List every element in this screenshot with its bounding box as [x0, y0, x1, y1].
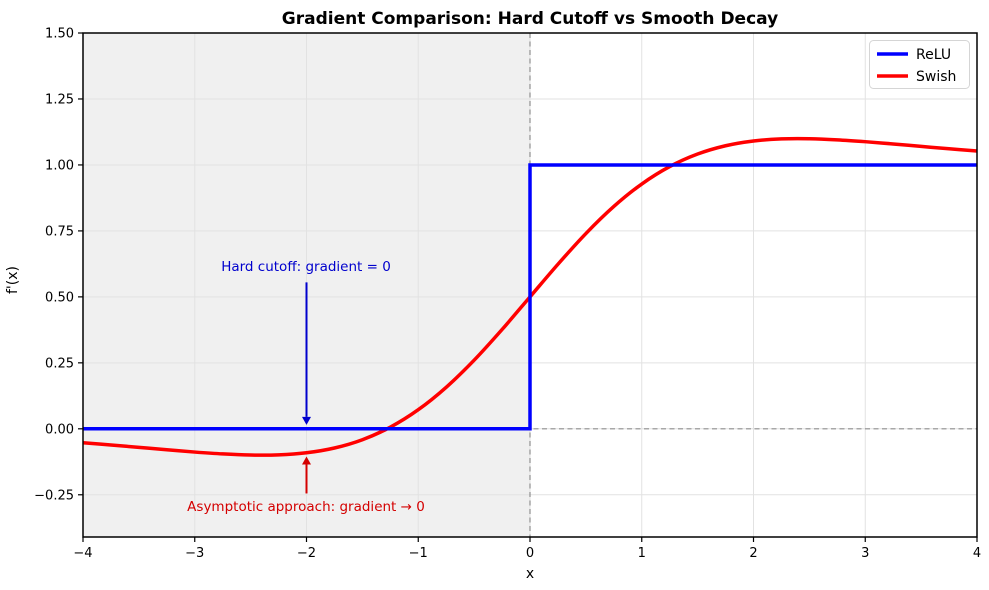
annotation-asymptotic-approach: Asymptotic approach: gradient → 0	[187, 499, 425, 515]
y-tick-label: 0.00	[45, 422, 74, 437]
x-tick-label: 0	[526, 546, 534, 561]
plot-area: −4 −3 −2 −1 0 1 2 3 4 −0.25 0.00 0.25 0.50 0.75 1.00 1.…	[34, 27, 981, 562]
legend-label-relu: ReLU	[916, 47, 951, 63]
annotation-layer	[302, 282, 311, 494]
relu-curve	[83, 163, 977, 431]
x-tick-label: 1	[638, 546, 646, 561]
x-tick-label: 2	[749, 546, 757, 561]
x-tick-label: −3	[185, 546, 204, 561]
y-tick-label: 1.25	[45, 92, 74, 107]
y-tick-label: 1.00	[45, 158, 74, 173]
x-tick-label: −4	[73, 546, 92, 561]
y-tick-label: 0.50	[45, 290, 74, 305]
x-tick-label: 3	[861, 546, 869, 561]
y-tick-label: 0.25	[45, 356, 74, 371]
x-tick-label: −2	[297, 546, 316, 561]
y-tick-label: 1.50	[45, 27, 74, 42]
y-tick-label: 0.75	[45, 224, 74, 239]
y-axis-label: f'(x)	[5, 266, 21, 294]
annotation-arrow-head	[302, 416, 311, 425]
legend: ReLU Swish	[869, 40, 970, 89]
legend-label-swish: Swish	[916, 69, 956, 85]
x-tick-label: 4	[973, 546, 981, 561]
chart-title: Gradient Comparison: Hard Cutoff vs Smoo…	[282, 9, 778, 29]
y-tick-label: −0.25	[34, 488, 74, 503]
x-tick-label: −1	[409, 546, 428, 561]
x-axis-label: x	[526, 566, 534, 582]
plot-border	[82, 32, 978, 538]
annotation-arrow-head	[302, 456, 311, 465]
annotation-hard-cutoff: Hard cutoff: gradient = 0	[221, 259, 391, 275]
